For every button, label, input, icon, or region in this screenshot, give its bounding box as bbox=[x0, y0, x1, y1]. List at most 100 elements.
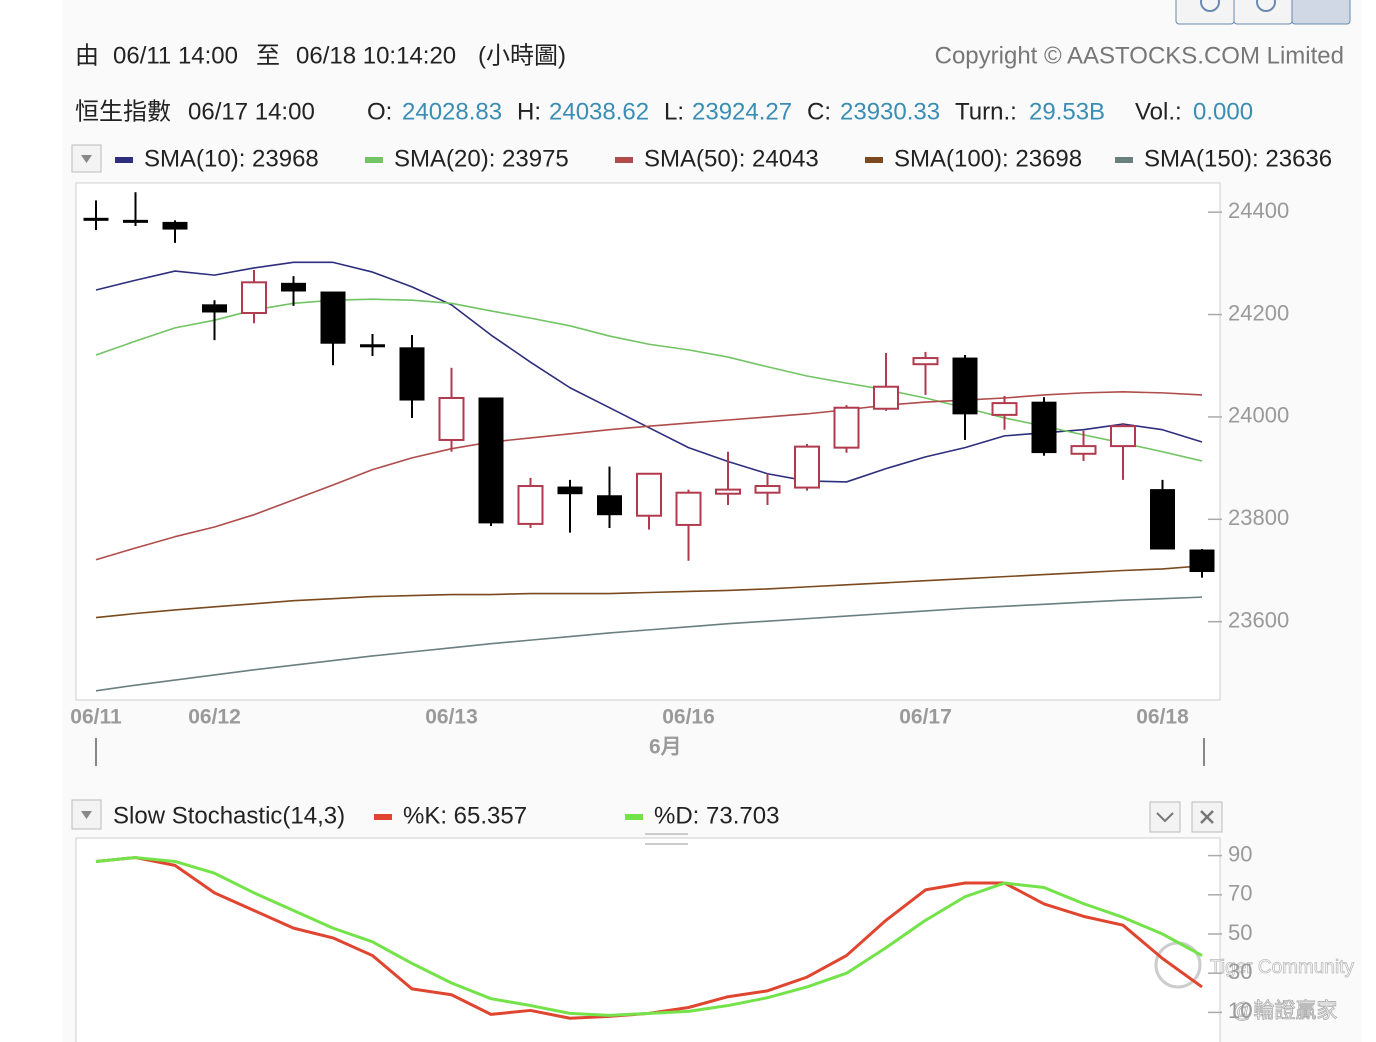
candle-body bbox=[517, 485, 544, 525]
legend-swatch bbox=[625, 814, 643, 820]
candle-body bbox=[478, 397, 504, 524]
candle-body bbox=[754, 485, 781, 494]
resize-handle[interactable] bbox=[645, 833, 688, 845]
series-group bbox=[95, 261, 1203, 692]
series-line bbox=[95, 298, 1203, 462]
close-button[interactable] bbox=[1191, 801, 1223, 833]
candle-body bbox=[873, 385, 899, 410]
x-group-label: 6月 bbox=[649, 736, 682, 759]
icon bbox=[1200, 0, 1220, 12]
header-text: 由 bbox=[75, 42, 99, 69]
candle-body bbox=[833, 406, 860, 449]
candle-body bbox=[83, 217, 109, 221]
toolbar[interactable] bbox=[1175, 0, 1351, 25]
zoom-out-button[interactable] bbox=[1233, 0, 1293, 25]
quote-value: 24028.83 bbox=[402, 98, 502, 125]
candle-body bbox=[1150, 489, 1175, 550]
legend-label: SMA(150): 23636 bbox=[1144, 145, 1332, 172]
x-tick-label: 06/12 bbox=[188, 706, 241, 729]
candle-body bbox=[1031, 401, 1057, 454]
candle-body bbox=[991, 402, 1018, 416]
legend-swatch bbox=[865, 157, 883, 163]
series-line bbox=[95, 596, 1203, 692]
candle-body bbox=[636, 472, 662, 517]
quote-label: H: bbox=[517, 98, 541, 125]
main-plot-area bbox=[75, 182, 1221, 701]
quote-label: C: bbox=[807, 98, 831, 125]
y-tick-label: 24200 bbox=[1228, 300, 1289, 325]
header-text: 06/11 14:00 bbox=[113, 42, 238, 69]
y-tick-label: 30 bbox=[1228, 959, 1252, 984]
quote-label: L: bbox=[664, 98, 684, 125]
collapse-button[interactable] bbox=[1149, 801, 1181, 833]
candle-body bbox=[912, 357, 939, 366]
watermark: @輪證贏家 bbox=[1232, 1000, 1337, 1023]
y-tick-label: 23800 bbox=[1228, 505, 1289, 530]
candle-body bbox=[675, 491, 702, 526]
header-text: (小時圖) bbox=[478, 42, 566, 69]
quote-label: O: bbox=[367, 98, 392, 125]
tool-button[interactable] bbox=[1291, 0, 1351, 25]
candle-body bbox=[320, 291, 346, 344]
watermark: Tiger Community bbox=[1210, 957, 1354, 978]
header-text: 06/18 10:14:20 bbox=[296, 42, 456, 69]
candle-body bbox=[281, 282, 306, 292]
candle-body bbox=[123, 219, 148, 223]
stoch-plot-area bbox=[75, 837, 1221, 1042]
candle-body bbox=[557, 486, 583, 495]
candle-body bbox=[360, 344, 385, 348]
quote-time: 06/17 14:00 bbox=[188, 98, 315, 125]
x-tick-label: 06/13 bbox=[425, 706, 478, 729]
legend-swatch bbox=[1115, 157, 1133, 163]
y-tick-label: 24000 bbox=[1228, 403, 1289, 428]
legend-swatch bbox=[374, 814, 392, 820]
candle-body bbox=[162, 221, 188, 230]
x-tick-label: 06/18 bbox=[1136, 706, 1189, 729]
icon bbox=[1256, 0, 1276, 12]
candle-body bbox=[1189, 549, 1215, 573]
legend-label: SMA(20): 23975 bbox=[394, 145, 569, 172]
y-tick-label: 50 bbox=[1228, 920, 1252, 945]
legend-label: SMA(50): 24043 bbox=[644, 145, 819, 172]
header-text: 至 bbox=[256, 42, 280, 69]
panel-title: Slow Stochastic(14,3) bbox=[113, 802, 345, 829]
y-tick-label: 90 bbox=[1228, 841, 1252, 866]
y-tick-label: 70 bbox=[1228, 881, 1252, 906]
copyright: Copyright © AASTOCKS.COM Limited bbox=[935, 42, 1344, 69]
quote-value: 29.53B bbox=[1029, 98, 1105, 125]
legend-label: %D: 73.703 bbox=[654, 802, 779, 829]
candle-body bbox=[202, 304, 227, 313]
legend-label: SMA(100): 23698 bbox=[894, 145, 1082, 172]
x-tick-label: 06/17 bbox=[899, 706, 952, 729]
quote-name: 恒生指數 bbox=[75, 98, 171, 125]
legend-label: SMA(10): 23968 bbox=[144, 145, 319, 172]
quote-label: Vol.: bbox=[1135, 98, 1182, 125]
candle-body bbox=[952, 357, 978, 415]
candle-body bbox=[597, 495, 622, 516]
candle-body bbox=[399, 347, 425, 401]
series-line bbox=[95, 856, 1203, 1017]
chevron-icon bbox=[1156, 812, 1174, 823]
y-tick-label: 24400 bbox=[1228, 198, 1289, 223]
quote-value: 23924.27 bbox=[692, 98, 792, 125]
quote-value: 24038.62 bbox=[549, 98, 649, 125]
candle-body bbox=[1070, 445, 1097, 455]
legend-swatch bbox=[615, 157, 633, 163]
dropdown-arrow bbox=[81, 811, 92, 819]
y-tick-label: 23600 bbox=[1228, 607, 1289, 632]
candle-body bbox=[794, 445, 820, 489]
x-tick-label: 06/11 bbox=[70, 706, 122, 729]
series-group bbox=[95, 856, 1203, 1020]
candle-body bbox=[1110, 425, 1136, 448]
y-tick-label: 10 bbox=[1228, 998, 1252, 1023]
series-line bbox=[95, 391, 1203, 561]
legend-swatch bbox=[365, 157, 383, 163]
candle-body bbox=[241, 281, 267, 315]
quote-value: 23930.33 bbox=[840, 98, 940, 125]
legend-swatch bbox=[115, 157, 133, 163]
zoom-in-button[interactable] bbox=[1175, 0, 1235, 25]
quote-label: Turn.: bbox=[955, 98, 1017, 125]
candle-body bbox=[438, 396, 465, 441]
dropdown[interactable] bbox=[71, 144, 102, 173]
series-line bbox=[95, 565, 1203, 619]
